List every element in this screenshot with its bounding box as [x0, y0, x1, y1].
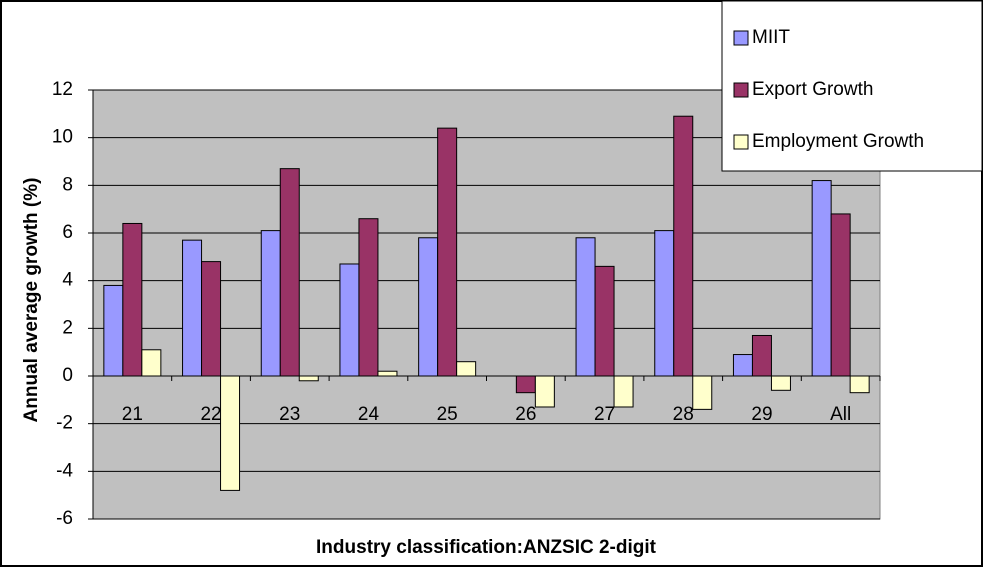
- x-tick-label: 27: [594, 404, 615, 425]
- bar: [811, 180, 832, 377]
- x-tick-label: All: [830, 404, 851, 425]
- bar: [220, 375, 241, 491]
- bar: [279, 168, 300, 377]
- x-tick-label: 28: [673, 404, 694, 425]
- bar: [575, 237, 596, 377]
- x-tick-label: 22: [200, 404, 221, 425]
- bar: [418, 237, 439, 377]
- bar: [654, 230, 675, 377]
- x-tick-label: 29: [751, 404, 772, 425]
- x-tick-label: 25: [437, 404, 458, 425]
- legend-label: Employment Growth: [752, 131, 924, 152]
- legend-label: Export Growth: [752, 79, 873, 100]
- bar: [201, 261, 222, 377]
- bar: [849, 375, 870, 394]
- legend-swatch: [733, 30, 749, 46]
- x-tick-label: 23: [279, 404, 300, 425]
- bar: [141, 349, 162, 377]
- y-tick-label: -2: [56, 413, 73, 434]
- x-axis-title: Industry classification:ANZSIC 2-digit: [316, 537, 657, 558]
- x-tick-label: 26: [515, 404, 536, 425]
- x-tick-label: 21: [122, 404, 143, 425]
- bar: [515, 375, 536, 394]
- bar: [182, 239, 203, 377]
- bar: [103, 284, 124, 377]
- bar: [534, 375, 555, 408]
- bar: [456, 361, 477, 377]
- y-tick-label: 12: [52, 79, 73, 100]
- y-axis-title: Annual average growth (%): [21, 178, 42, 423]
- bar: [673, 115, 694, 377]
- bar: [692, 375, 713, 410]
- y-tick-label: 10: [52, 127, 73, 148]
- y-tick-label: 4: [62, 270, 73, 291]
- bar: [732, 354, 753, 377]
- bar: [377, 370, 398, 377]
- y-tick-label: 6: [62, 222, 73, 243]
- bar: [613, 375, 634, 408]
- bar: [260, 230, 281, 377]
- bar: [298, 375, 319, 382]
- y-tick-label: 0: [62, 365, 73, 386]
- y-tick-label: 2: [62, 317, 73, 338]
- y-tick-label: 8: [62, 174, 73, 195]
- legend-box: [721, 0, 983, 172]
- bar: [437, 127, 458, 377]
- bar: [770, 375, 791, 391]
- bar: [358, 218, 379, 377]
- legend-swatch: [733, 134, 749, 150]
- bar: [339, 263, 360, 377]
- x-tick-label: 24: [358, 404, 380, 425]
- bar: [830, 213, 851, 377]
- bar: [122, 222, 143, 377]
- y-tick-label: -4: [56, 460, 73, 481]
- y-tick-label: -6: [56, 508, 73, 529]
- bar: [751, 334, 772, 377]
- legend-label: MIIT: [752, 27, 790, 48]
- legend-swatch: [733, 82, 749, 98]
- bar: [594, 265, 615, 377]
